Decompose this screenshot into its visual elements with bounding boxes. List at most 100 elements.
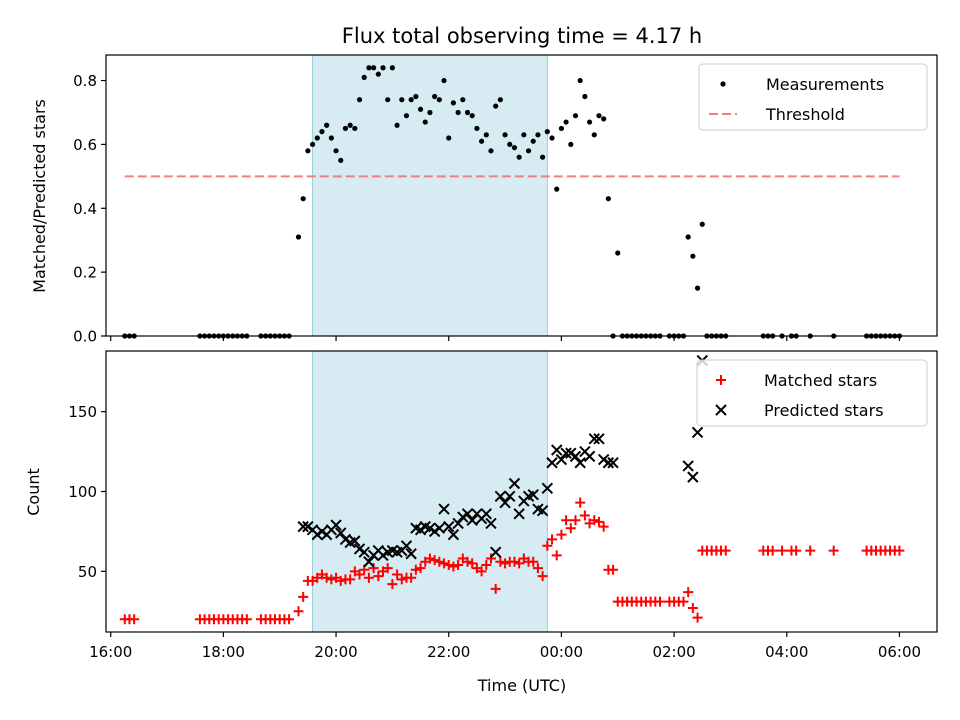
matched-stars-point (241, 614, 252, 625)
matched-stars-point (415, 563, 426, 574)
matched-stars-point (570, 515, 581, 526)
measurement-point (295, 234, 302, 240)
predicted-stars-point (330, 519, 342, 531)
matched-stars-point (547, 534, 558, 545)
measurement-point (375, 71, 381, 77)
x-axis-label: Time (UTC) (477, 676, 566, 695)
bottom-y-tick-label: 50 (78, 563, 97, 581)
measurement-point (347, 122, 353, 128)
predicted-stars-point (513, 508, 525, 520)
matched-stars-point (481, 559, 492, 570)
measurement-point (352, 125, 358, 132)
measurement-point (554, 186, 560, 192)
measurement-point (544, 129, 550, 135)
measurement-point (474, 125, 480, 132)
predicted-stars-point (297, 520, 309, 533)
measurement-point (380, 65, 386, 71)
measurement-point (464, 109, 471, 116)
measurement-point (497, 97, 503, 103)
matched-stars-point (439, 558, 450, 569)
measurement-point (549, 135, 555, 141)
predicted-stars-point (452, 517, 464, 530)
measurement-point (535, 132, 541, 138)
legend-matched-marker (716, 375, 726, 385)
legend-measurement-marker (720, 81, 726, 87)
matched-stars-point (321, 572, 332, 583)
matched-stars-point (828, 545, 839, 556)
matched-stars-point (598, 521, 609, 532)
measurement-point (436, 97, 442, 103)
matched-stars-point (514, 558, 525, 569)
bottom-observing-window (312, 350, 548, 633)
predicted-stars-point (499, 496, 511, 509)
measurement-point (483, 132, 489, 138)
matched-stars-point (448, 561, 459, 572)
matched-stars-point (575, 497, 586, 508)
measurement-point (413, 93, 419, 100)
x-tick-label: 20:00 (314, 643, 357, 661)
measurement-point (493, 103, 499, 109)
measurement-point (694, 285, 701, 291)
matched-stars-point (678, 596, 689, 607)
predicted-stars-point (546, 457, 558, 469)
matched-stars-point (692, 612, 703, 623)
predicted-stars-point (466, 514, 478, 526)
measurement-point (342, 125, 349, 132)
matched-stars-point (805, 545, 816, 556)
matched-stars-point (561, 515, 572, 526)
measurement-point (568, 141, 574, 148)
predicted-stars-point (602, 457, 615, 469)
predicted-stars-point (349, 535, 361, 547)
measurement-point (511, 145, 518, 151)
measurement-point (389, 65, 395, 71)
measurement-point (478, 138, 485, 144)
measurement-point (450, 100, 457, 106)
predicted-stars-point (588, 433, 600, 445)
measurement-point (530, 138, 536, 144)
top-y-tick-label: 0.4 (73, 200, 97, 218)
x-tick-label: 18:00 (202, 643, 245, 661)
measurement-point (441, 77, 447, 84)
top-y-tick-label: 0.2 (73, 264, 97, 282)
measurement-point (324, 122, 330, 128)
measurement-point (615, 250, 621, 256)
top-axes-frame (105, 54, 938, 337)
matched-stars-point (129, 614, 140, 625)
top-observing-window (312, 54, 548, 337)
measurement-point (572, 113, 579, 119)
bottom-legend-label: Matched stars (764, 371, 877, 390)
matched-stars-point (298, 591, 309, 602)
x-tick-label: 16:00 (89, 643, 132, 661)
matched-stars-point (363, 572, 374, 583)
predicted-stars-point (358, 546, 370, 558)
matched-stars-point (791, 545, 802, 556)
bottom-series-2 (297, 354, 708, 568)
predicted-stars-point (335, 527, 347, 539)
predicted-stars-point (438, 503, 450, 515)
measurement-point (417, 106, 424, 112)
matched-stars-point (387, 579, 398, 590)
measurement-point (394, 122, 400, 128)
predicted-stars-point (569, 450, 582, 463)
matched-stars-point (528, 556, 539, 567)
bottom-y-tick-label: 100 (68, 483, 97, 501)
measurement-point (558, 125, 565, 132)
matched-stars-point (406, 572, 417, 583)
x-tick-label: 04:00 (765, 643, 808, 661)
matched-stars-point (720, 545, 731, 556)
matched-stars-point (392, 569, 403, 580)
predicted-stars-point (433, 522, 446, 534)
measurement-point (422, 119, 428, 125)
predicted-stars-point (541, 482, 554, 495)
matched-stars-point (410, 564, 421, 575)
measurement-point (408, 97, 414, 103)
measurement-point (690, 253, 696, 259)
chart-title: Flux total observing time = 4.17 h (342, 24, 702, 48)
predicted-stars-point (583, 450, 596, 463)
matched-stars-point (565, 523, 576, 534)
matched-stars-point (500, 558, 511, 569)
predicted-stars-point (508, 477, 521, 490)
predicted-stars-point (560, 447, 572, 459)
predicted-stars-point (551, 444, 563, 456)
x-tick-label: 00:00 (540, 643, 583, 661)
